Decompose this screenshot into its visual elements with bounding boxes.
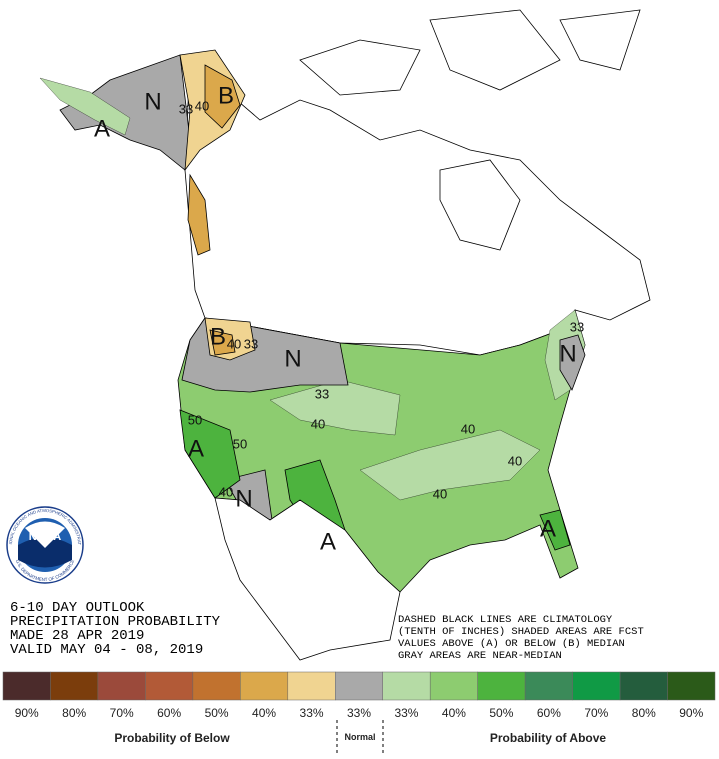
alaska-dry-core [204, 64, 241, 129]
notes-block: DASHED BLACK LINES ARE CLIMATOLOGY (TENT… [398, 614, 644, 662]
legend-swatch-label: 60% [537, 706, 561, 720]
title-block: 6-10 DAY OUTLOOK PRECIPITATION PROBABILI… [10, 600, 221, 658]
hudson-bay [439, 159, 521, 251]
legend-swatch [667, 671, 716, 701]
map-label: 40 [311, 416, 325, 431]
map-label: 40 [227, 336, 241, 351]
legend-swatch [572, 671, 621, 701]
logo-ring-top-path: NATIONAL OCEANIC AND ATMOSPHERIC ADMINIS… [0, 0, 82, 546]
legend-swatch-label: 70% [584, 706, 608, 720]
bc-coast-dry [187, 173, 211, 256]
map-label: 40 [219, 484, 233, 499]
logo-bird [25, 521, 65, 548]
legend-swatch [477, 671, 526, 701]
nw-dry-core [209, 329, 236, 356]
map-label: 50 [188, 412, 202, 427]
aleutian-wet [39, 77, 131, 136]
map-label: 40 [195, 98, 209, 113]
legend-swatch [97, 671, 146, 701]
title-line: MADE 28 APR 2019 [10, 628, 144, 644]
legend-swatch-label: 80% [632, 706, 656, 720]
south-light [359, 429, 541, 501]
map-label: N [144, 88, 161, 115]
arctic-island [299, 39, 421, 96]
legend-swatch [619, 671, 668, 701]
fl-wet [539, 509, 571, 551]
legend-swatch [287, 671, 336, 701]
map-label: N [235, 485, 252, 512]
title-line: 6-10 DAY OUTLOOK [10, 600, 145, 616]
note-line: (TENTH OF INCHES) SHADED AREAS ARE FCST [398, 626, 644, 638]
alaska [59, 54, 191, 171]
canada [184, 59, 651, 356]
legend-swatch-label: 70% [110, 706, 134, 720]
legend-swatch-label: 80% [62, 706, 86, 720]
legend-swatch-label: 33% [394, 706, 418, 720]
map-label: 40 [461, 421, 475, 436]
map-label: 40 [508, 453, 522, 468]
legend-swatch-label: 40% [252, 706, 276, 720]
map-label: 33 [315, 386, 329, 401]
mexico [214, 497, 401, 661]
map-label: A [540, 515, 556, 542]
ca-wet [179, 409, 241, 499]
legend-swatch [382, 671, 431, 701]
logo-wave [18, 537, 72, 568]
ne-gray [559, 334, 586, 391]
note-line: VALUES ABOVE (A) OR BELOW (B) MEDIAN [398, 638, 625, 650]
arctic-island [559, 9, 641, 71]
legend-swatch [335, 671, 383, 701]
map-label: N [284, 345, 301, 372]
legend-swatch [240, 671, 289, 701]
logo-ring-top: NATIONAL OCEANIC AND ATMOSPHERIC ADMINIS… [0, 0, 82, 546]
legend-swatch [524, 671, 573, 701]
logo-text: NOAA [29, 531, 61, 543]
legend-swatch-label: 50% [489, 706, 513, 720]
legend-swatch-label: 60% [157, 706, 181, 720]
legend-swatch [429, 671, 478, 701]
legend-swatch [145, 671, 194, 701]
legend-swatch-label: 90% [15, 706, 39, 720]
normal-label: Normal [344, 732, 375, 742]
map-shapes [39, 9, 651, 661]
below-label: Probability of Below [114, 731, 230, 745]
map-label: A [94, 115, 110, 142]
note-line: GRAY AREAS ARE NEAR-MEDIAN [398, 650, 562, 662]
legend-swatch [2, 671, 51, 701]
legend-swatch-label: 50% [205, 706, 229, 720]
map-label: A [188, 435, 204, 462]
map-label: 40 [433, 486, 447, 501]
title-line: VALID MAY 04 - 08, 2019 [10, 642, 203, 658]
legend-swatch [50, 671, 99, 701]
map-label: 50 [233, 436, 247, 451]
legend-swatch-label: 33% [300, 706, 324, 720]
map-label: 33 [179, 101, 193, 116]
legend-swatch [192, 671, 241, 701]
map-label: B [218, 82, 234, 109]
arctic-island [429, 9, 561, 91]
legend-swatch-label: 33% [347, 706, 371, 720]
legend-swatch-label: 90% [679, 706, 703, 720]
map-label: A [320, 528, 336, 555]
legend-swatch-label: 40% [442, 706, 466, 720]
note-line: DASHED BLACK LINES ARE CLIMATOLOGY [398, 614, 613, 626]
title-line: PRECIPITATION PROBABILITY [10, 614, 221, 630]
map-label: 33 [244, 336, 258, 351]
map-label: 33 [570, 319, 584, 334]
map-label: N [559, 340, 576, 367]
legend: 90% 80% 70% 60% 50% 40% 33% 33% 33% 40% 50% 60% 70% 8… [2, 671, 716, 720]
above-label: Probability of Above [490, 731, 607, 745]
map-label: B [210, 323, 226, 350]
